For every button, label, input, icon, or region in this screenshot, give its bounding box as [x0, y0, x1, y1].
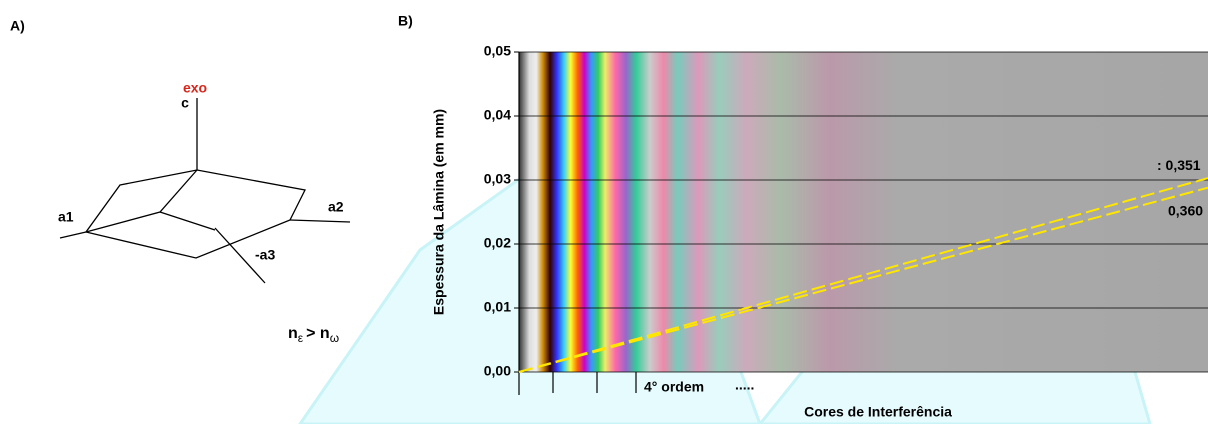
y-tick-label: 0,05 [484, 43, 511, 59]
axis-label: a2 [328, 199, 344, 215]
series-label: 0,360 [1168, 202, 1203, 218]
series-label: : 0,351 [1157, 157, 1201, 173]
panel-label: B) [398, 13, 413, 29]
interference-colors [519, 52, 1208, 372]
exo-label: exo [183, 80, 207, 96]
panel-label: A) [10, 18, 25, 34]
y-tick-label: 0,03 [484, 171, 511, 187]
order-dots: ..... [735, 377, 754, 393]
axis-label: c [181, 95, 189, 111]
y-tick-label: 0,02 [484, 235, 511, 251]
relation-n: n [288, 325, 298, 342]
y-tick-label: 0,04 [484, 107, 511, 123]
order-label: 4° ordem [644, 379, 704, 395]
y-tick-label: 0,00 [484, 363, 511, 379]
relation-sub: ε [298, 331, 304, 345]
x-axis-label: Cores de Interferência [804, 404, 952, 420]
relation-op: > n [306, 325, 330, 342]
relation: nε> nω [288, 325, 339, 345]
figure: A) exo c a1 a2 -a3 nε> nω B) Espessura d… [0, 0, 1208, 424]
y-tick-label: 0,01 [484, 299, 511, 315]
axis-label: -a3 [255, 247, 275, 263]
relation-sub: ω [330, 331, 339, 345]
y-axis-label: Espessura da Lâmina (em mm) [431, 109, 447, 315]
axis-label: a1 [58, 209, 74, 225]
crystal-diagram [60, 98, 350, 283]
